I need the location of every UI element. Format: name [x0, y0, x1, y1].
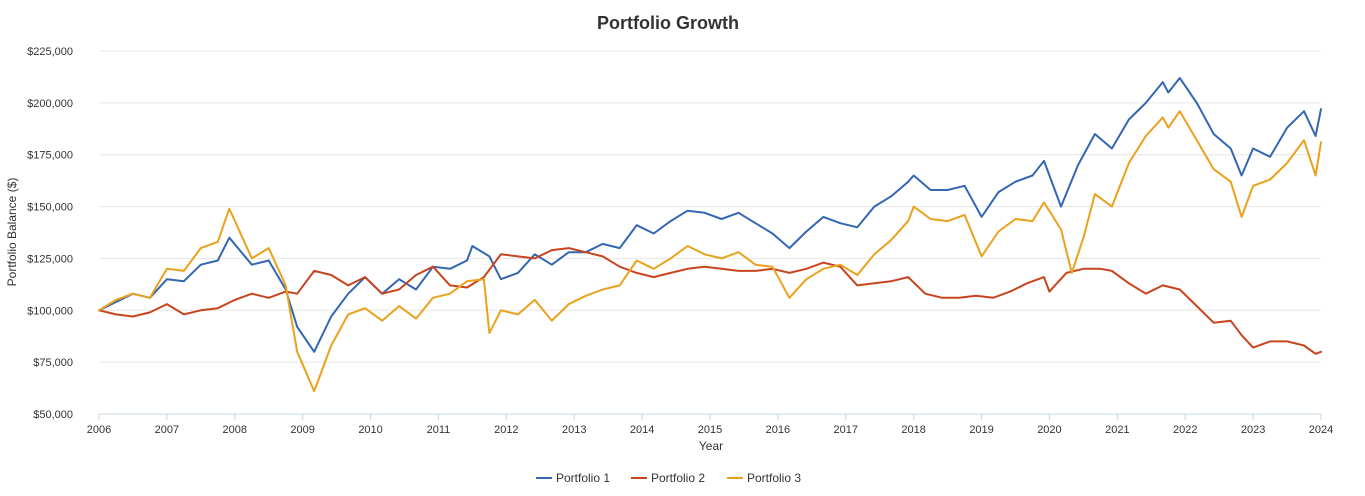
x-tick-label: 2019	[969, 424, 993, 436]
x-tick-label: 2014	[630, 424, 654, 436]
series-line-portfolio-1	[98, 77, 1322, 353]
grid-layer	[99, 50, 1321, 415]
y-tick-label: $225,000	[27, 46, 73, 58]
legend-label: Portfolio 2	[651, 471, 705, 485]
legend-item-portfolio-1[interactable]: Portfolio 1	[536, 471, 610, 485]
x-tick-label: 2009	[290, 424, 314, 436]
series-layer	[98, 77, 1322, 393]
x-tick-label: 2017	[834, 424, 858, 436]
x-tick-label: 2023	[1241, 424, 1265, 436]
y-tick-label: $75,000	[33, 357, 73, 369]
y-tick-label: $150,000	[27, 202, 73, 214]
legend-label: Portfolio 3	[747, 471, 801, 485]
legend: Portfolio 1 Portfolio 2 Portfolio 3	[536, 471, 801, 485]
y-tick-label: $175,000	[27, 150, 73, 162]
x-tick-label: 2020	[1037, 424, 1061, 436]
y-tick-label: $50,000	[33, 409, 73, 421]
axis-layer: $50,000 $75,000 $100,000 $125,000 $150,000 $1…	[27, 46, 1333, 436]
legend-item-portfolio-2[interactable]: Portfolio 2	[631, 471, 705, 485]
y-tick-label: $200,000	[27, 98, 73, 110]
chart-title: Portfolio Growth	[597, 13, 739, 33]
x-tick-label: 2012	[494, 424, 518, 436]
x-tick-label: 2010	[358, 424, 382, 436]
x-tick-label: 2007	[155, 424, 179, 436]
x-tick-label: 2022	[1173, 424, 1197, 436]
x-tick-label: 2008	[223, 424, 247, 436]
legend-item-portfolio-3[interactable]: Portfolio 3	[727, 471, 801, 485]
x-tick-label: 2018	[901, 424, 925, 436]
y-tick-label: $100,000	[27, 305, 73, 317]
x-tick-label: 2016	[766, 424, 790, 436]
x-tick-label: 2006	[87, 424, 111, 436]
x-tick-label: 2021	[1105, 424, 1129, 436]
legend-label: Portfolio 1	[556, 471, 610, 485]
y-tick-label: $125,000	[27, 253, 73, 265]
x-tick-label: 2015	[698, 424, 722, 436]
x-tick-label: 2024	[1309, 424, 1333, 436]
x-tick-label: 2013	[562, 424, 586, 436]
x-axis-title: Year	[699, 439, 723, 453]
series-line-portfolio-2	[98, 247, 1322, 355]
series-line-portfolio-3	[98, 110, 1322, 393]
x-tick-label: 2011	[427, 424, 451, 436]
y-axis-title: Portfolio Balance ($)	[5, 178, 19, 287]
